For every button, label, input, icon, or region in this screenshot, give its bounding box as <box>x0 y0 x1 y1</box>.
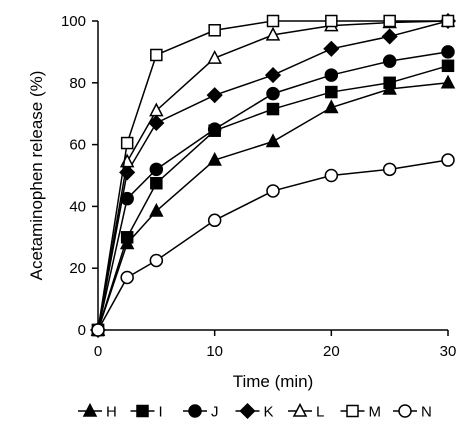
data-point-k <box>264 67 282 84</box>
data-point-m <box>325 14 338 28</box>
series-i <box>91 59 455 337</box>
ticks: 0 20 40 60 80 100 0 10 20 30 <box>61 13 456 360</box>
x-tick-label: 0 <box>94 343 102 360</box>
series-n <box>91 153 455 337</box>
series-k <box>89 12 457 339</box>
x-tick-label: 10 <box>206 343 223 360</box>
data-point-n <box>382 162 397 177</box>
legend-label: K <box>264 404 274 421</box>
data-point-i <box>120 231 134 244</box>
data-point-m <box>441 14 455 28</box>
legend-marker <box>188 404 202 418</box>
legend-item-m: M <box>340 404 382 421</box>
x-tick-label: 30 <box>440 343 457 360</box>
data-point-l <box>119 153 135 168</box>
data-point-j <box>207 122 222 136</box>
legend-item-l: L <box>288 402 324 421</box>
data-point-h <box>265 133 281 148</box>
data-point-j <box>266 86 280 101</box>
data-point-k <box>381 28 398 45</box>
legend-item-i: I <box>130 404 163 421</box>
data-point-j <box>441 45 455 59</box>
legend-label: J <box>211 404 219 421</box>
series-line-i <box>97 65 449 331</box>
data-point-m <box>208 24 221 37</box>
y-tick-label: 80 <box>69 75 86 92</box>
data-point-l <box>207 49 222 64</box>
data-point-l <box>149 102 164 117</box>
legend-marker <box>239 402 256 420</box>
data-point-j <box>324 68 339 82</box>
y-tick-label: 20 <box>69 260 86 277</box>
data-point-n <box>207 213 222 228</box>
legend-marker <box>346 404 359 418</box>
data-point-j <box>149 162 164 177</box>
data-point-h <box>149 202 164 217</box>
data-point-l <box>265 26 281 41</box>
legend-label: N <box>421 404 432 421</box>
data-point-n <box>91 323 105 337</box>
data-point-n <box>266 184 280 198</box>
data-point-i <box>325 85 338 99</box>
legend-item-n: N <box>393 404 432 421</box>
series-line-m <box>97 20 448 331</box>
y-tick-label: 40 <box>69 198 86 215</box>
data-point-i <box>266 102 280 116</box>
data-point-n <box>324 168 339 183</box>
legend-label: L <box>316 404 324 421</box>
data-point-k <box>206 87 223 104</box>
legend-label: H <box>106 404 117 421</box>
series-line-j <box>97 51 449 331</box>
legend-marker <box>398 404 412 418</box>
series-m <box>91 14 455 337</box>
y-axis-title: Acetaminophen release (%) <box>27 71 46 281</box>
legend-item-j: J <box>183 404 219 421</box>
legend-marker <box>136 404 149 418</box>
data-point-h <box>440 74 456 89</box>
data-point-h <box>207 151 222 166</box>
data-point-k <box>323 40 340 57</box>
data-point-n <box>441 153 455 167</box>
y-tick-label: 100 <box>61 13 86 30</box>
data-point-i <box>150 176 163 190</box>
data-point-i <box>441 59 455 73</box>
data-point-n <box>120 270 134 285</box>
series-line-l <box>97 20 449 331</box>
legend-label: M <box>369 404 382 421</box>
y-tick-label: 60 <box>69 137 86 154</box>
x-tick-label: 20 <box>323 343 340 360</box>
legend-label: I <box>159 404 163 421</box>
series-l <box>90 12 456 336</box>
data-point-m <box>150 48 163 62</box>
data-point-m <box>120 136 134 150</box>
legend-marker <box>292 402 308 417</box>
y-tick-label: 0 <box>78 322 86 339</box>
data-point-m <box>383 14 396 28</box>
data-point-n <box>149 253 164 268</box>
legend: H I J K L M N <box>78 402 432 421</box>
data-point-i <box>383 76 396 90</box>
data-point-h <box>324 99 339 114</box>
legend-item-h: H <box>78 402 117 421</box>
data-point-k <box>148 114 165 132</box>
data-point-m <box>266 14 280 28</box>
data-point-j <box>382 54 397 68</box>
legend-marker <box>82 402 98 417</box>
axes <box>97 21 448 331</box>
legend-item-k: K <box>235 402 274 421</box>
x-axis-title: Time (min) <box>233 372 314 391</box>
series-layer <box>89 12 457 339</box>
